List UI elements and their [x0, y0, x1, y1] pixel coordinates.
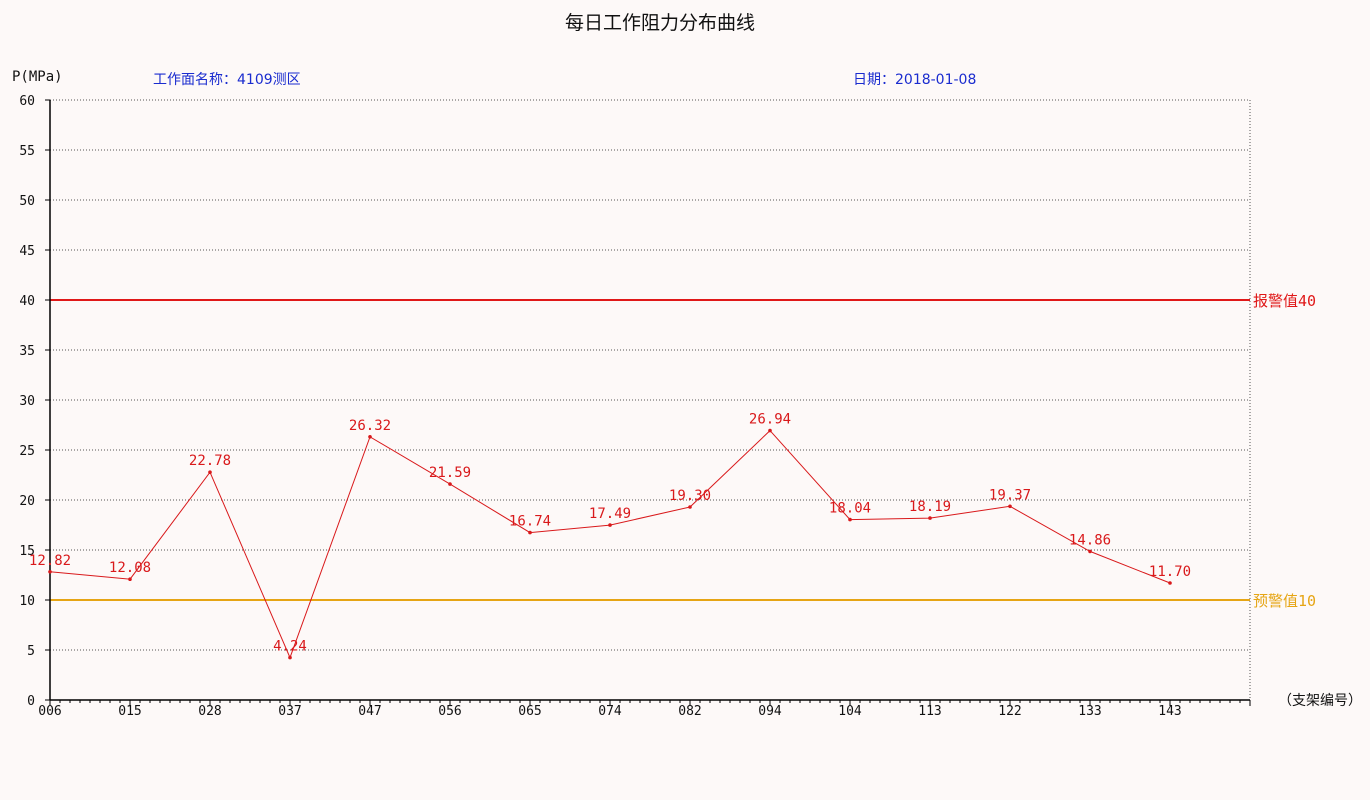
- x-tick-label: 104: [838, 704, 862, 719]
- data-point: [928, 516, 932, 520]
- data-point: [368, 435, 372, 439]
- y-axis-unit-label: P(MPa): [12, 69, 63, 85]
- data-label: 21.59: [429, 465, 471, 481]
- data-label: 26.32: [349, 418, 391, 434]
- y-tick-label: 35: [19, 344, 35, 359]
- y-tick-label: 45: [19, 244, 35, 259]
- x-tick-label: 082: [678, 704, 701, 719]
- y-tick-label: 60: [19, 94, 35, 109]
- x-tick-label: 056: [438, 704, 461, 719]
- data-series: 12.82 12.08 22.78 4.24 26.32 21.59 16.74 17.49 1…: [29, 412, 1191, 660]
- x-tick-label: 065: [518, 704, 541, 719]
- x-tick-label: 122: [998, 704, 1021, 719]
- data-point: [448, 482, 452, 486]
- x-tick-label: 047: [358, 704, 381, 719]
- date-info: 日期：2018-01-08: [853, 69, 976, 89]
- data-label: 11.70: [1149, 564, 1191, 580]
- data-label: 22.78: [189, 453, 231, 469]
- y-tick-label: 30: [19, 394, 35, 409]
- threshold-lines: 报警值40 预警值10: [50, 292, 1316, 610]
- y-tick-label: 5: [27, 644, 35, 659]
- data-point: [48, 570, 52, 574]
- y-tick-label: 0: [27, 694, 35, 709]
- working-face-value: 4109测区: [237, 72, 301, 88]
- x-tick-label: 074: [598, 704, 622, 719]
- data-point: [768, 428, 772, 433]
- y-tick-label: 55: [19, 144, 35, 159]
- data-point: [688, 505, 692, 509]
- data-label: 12.82: [29, 553, 71, 569]
- y-tick-label: 50: [19, 194, 35, 209]
- data-point: [288, 655, 292, 660]
- x-tick-label: 113: [918, 704, 941, 719]
- data-point: [848, 517, 852, 522]
- x-tick-label: 143: [1158, 704, 1181, 719]
- x-axis-label: （支架编号）: [1278, 693, 1362, 709]
- data-label: 18.04: [829, 501, 871, 517]
- data-label: 18.19: [909, 499, 951, 515]
- data-label: 26.94: [749, 412, 791, 428]
- grid-lines: [50, 99, 1251, 700]
- x-tick-label: 006: [38, 704, 61, 719]
- y-tick-label: 25: [19, 444, 35, 459]
- axes: 0 5 10 15 20 25 30 35 40 45 50 55 60 006 015 028 037 047 0…: [19, 94, 1251, 719]
- data-label: 4.24: [273, 639, 307, 655]
- y-tick-label: 40: [19, 294, 35, 309]
- data-point: [528, 530, 532, 535]
- data-label: 14.86: [1069, 532, 1111, 548]
- y-tick-label: 10: [19, 594, 35, 609]
- data-label: 12.08: [109, 560, 151, 576]
- threshold-label: 报警值40: [1253, 292, 1316, 310]
- threshold-label: 预警值10: [1253, 592, 1316, 610]
- data-point: [608, 523, 612, 527]
- x-tick-label: 015: [118, 704, 141, 719]
- data-label: 19.37: [989, 487, 1031, 503]
- data-label: 16.74: [509, 514, 551, 530]
- data-point: [1008, 504, 1012, 509]
- y-tick-label: 20: [19, 494, 35, 509]
- data-point: [208, 470, 212, 475]
- x-tick-label: 133: [1078, 704, 1101, 719]
- working-face-label: 工作面名称：: [153, 72, 237, 88]
- working-face-info: 工作面名称：4109测区: [153, 69, 301, 89]
- x-tick-label: 037: [278, 704, 301, 719]
- chart-title: 每日工作阻力分布曲线: [564, 12, 755, 34]
- date-label: 日期：: [853, 72, 895, 88]
- y-tick-label: 15: [19, 544, 35, 559]
- data-label: 17.49: [589, 506, 631, 522]
- data-point: [128, 577, 132, 581]
- x-tick-label: 028: [198, 704, 221, 719]
- data-label: 19.30: [669, 488, 711, 504]
- date-value: 2018-01-08: [895, 72, 977, 88]
- data-point: [1168, 581, 1172, 585]
- data-point: [1088, 549, 1092, 554]
- x-tick-label: 094: [758, 704, 782, 719]
